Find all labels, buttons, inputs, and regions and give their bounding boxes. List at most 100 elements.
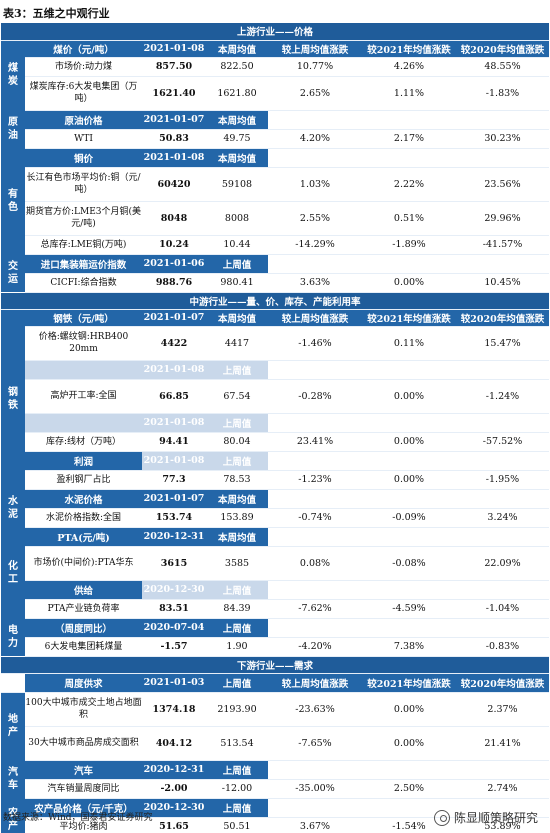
latest-value: 51.65: [142, 817, 206, 833]
vs-2020-change: 23.56%: [456, 167, 549, 202]
prior-value: 3585: [206, 546, 268, 581]
empty-cell: [268, 110, 362, 130]
vs-2020-change: 15.47%: [456, 326, 549, 361]
section-header-row: 中游行业——量、价、库存、产能利用率: [1, 292, 549, 310]
empty-cell: [268, 451, 362, 471]
period-header: 本周均值: [206, 110, 268, 130]
date-header: 2021-01-08: [142, 40, 206, 58]
wow-change: 3.63%: [268, 273, 362, 293]
latest-value: 988.76: [142, 273, 206, 293]
empty-cell: [268, 618, 362, 638]
latest-value: -1.57: [142, 637, 206, 657]
table-row: 地 产 100大中城市成交土地占地面积 1374.18 2193.90 -23.63% 0…: [1, 692, 549, 760]
industry-group-label: 原 油: [1, 110, 25, 148]
empty-cell: [362, 360, 456, 380]
industry-group-label: 交 运: [1, 254, 25, 292]
latest-value: 1621.40: [142, 76, 206, 111]
wow-change: 4.20%: [268, 129, 362, 149]
change-column-header: 较上周均值涨跌: [268, 673, 362, 693]
wow-change: 23.41%: [268, 432, 362, 452]
prior-value: 10.44: [206, 235, 268, 255]
subheader-row: 化 工 PTA(元/吨) 2020-12-31 本周均值: [1, 527, 549, 618]
table-row: 长江有色市场平均价:铜（元/吨） 60420 59108 1.03% 2.22% 23.5…: [1, 167, 549, 202]
indicator-name: PTA产业链负荷率: [25, 599, 142, 619]
industry-group-label: 水 泥: [1, 489, 25, 527]
subheader-row: 2021-01-08 上周值: [1, 360, 549, 380]
latest-value: -2.00: [142, 779, 206, 799]
empty-cell: [456, 489, 549, 509]
vs-2021-change: -4.59%: [362, 599, 456, 619]
table-title-text: 表3：五维之中观行业: [3, 7, 110, 20]
prior-value: 153.89: [206, 508, 268, 528]
date-header: 2021-01-07: [142, 489, 206, 509]
table-row: 库存:线材（万吨） 94.41 80.04 23.41% 0.00% -57.52%: [1, 432, 549, 452]
empty-cell: [268, 360, 362, 380]
date-header: 2020-07-04: [142, 618, 206, 638]
indicator-header: （周度同比）: [25, 618, 142, 638]
indicator-name: 市场价(中间价):PTA华东: [25, 546, 142, 581]
industry-group-label: 化 工: [1, 527, 25, 618]
empty-cell: [362, 489, 456, 509]
indicator-name: 6大发电集团耗煤量: [25, 637, 142, 657]
wow-change: 2.55%: [268, 201, 362, 236]
date-header: 2021-01-08: [142, 148, 206, 168]
table-row: 6大发电集团耗煤量 -1.57 1.90 -4.20% 7.38% -0.83%: [1, 637, 549, 657]
wow-change: -4.20%: [268, 637, 362, 657]
indicator-name: 高炉开工率:全国: [25, 379, 142, 414]
vs-2020-change: 30.23%: [456, 129, 549, 149]
latest-value: 50.83: [142, 129, 206, 149]
period-header: 上周值: [206, 360, 268, 380]
empty-cell: [362, 451, 456, 471]
indicator-header: 周度供求: [25, 673, 142, 693]
indicator-header: [25, 360, 142, 380]
wow-change: 3.67%: [268, 817, 362, 833]
vs-2021-change: 4.26%: [362, 57, 456, 77]
prior-value: 822.50: [206, 57, 268, 77]
industry-group-label: 煤 炭: [1, 40, 25, 110]
vs-2020-change: 3.24%: [456, 508, 549, 528]
period-header: 上周值: [206, 451, 268, 471]
indicator-name: 汽车销量周度同比: [25, 779, 142, 799]
wow-change: -23.63%: [268, 692, 362, 727]
change-column-header: 较2021年均值涨跌: [362, 40, 456, 58]
change-column-header: 较2020年均值涨跌: [456, 309, 549, 327]
wow-change: -7.65%: [268, 726, 362, 761]
subheader-row: 供给 2020-12-30 上周值: [1, 580, 549, 600]
section-title: 上游行业——价格: [1, 23, 549, 41]
wow-change: -14.29%: [268, 235, 362, 255]
wow-change: 1.03%: [268, 167, 362, 202]
vs-2021-change: 0.51%: [362, 201, 456, 236]
period-header: 本周均值: [206, 309, 268, 327]
change-column-header: 较2020年均值涨跌: [456, 673, 549, 693]
prior-value: 4417: [206, 326, 268, 361]
period-header: 上周值: [206, 673, 268, 693]
industry-group-label: 有 色: [1, 148, 25, 254]
vs-2021-change: -1.89%: [362, 235, 456, 255]
indicator-header: PTA(元/吨): [25, 527, 142, 547]
period-header: 本周均值: [206, 148, 268, 168]
latest-value: 404.12: [142, 726, 206, 761]
period-header: 上周值: [206, 798, 268, 818]
latest-value: 4422: [142, 326, 206, 361]
indicator-name: 30大中城市商品房成交面积: [25, 726, 142, 761]
latest-value: 1374.18: [142, 692, 206, 727]
meso-industry-table: 上游行业——价格煤 炭煤价（元/吨） 2021-01-08 本周均值 较上周均值涨跌较…: [1, 23, 549, 833]
period-header: 上周值: [206, 760, 268, 780]
period-header: 本周均值: [206, 40, 268, 58]
indicator-name: 100大中城市成交土地占地面积: [25, 692, 142, 727]
period-header: 本周均值: [206, 527, 268, 547]
vs-2020-change: 48.55%: [456, 57, 549, 77]
subheader-row: 原 油原油价格 2021-01-07 本周均值: [1, 110, 549, 148]
vs-2020-change: 53.89%: [456, 817, 549, 833]
vs-2021-change: 0.00%: [362, 432, 456, 452]
empty-cell: [268, 489, 362, 509]
empty-cell: [362, 618, 456, 638]
indicator-name: 库存:线材（万吨）: [25, 432, 142, 452]
empty-cell: [456, 760, 549, 780]
period-header: 本周均值: [206, 489, 268, 509]
latest-value: 8048: [142, 201, 206, 236]
indicator-header: 供给: [25, 580, 142, 600]
table-row: 总库存:LME铜(万吨) 10.24 10.44 -14.29% -1.89% -41.5…: [1, 235, 549, 255]
empty-cell: [456, 254, 549, 274]
